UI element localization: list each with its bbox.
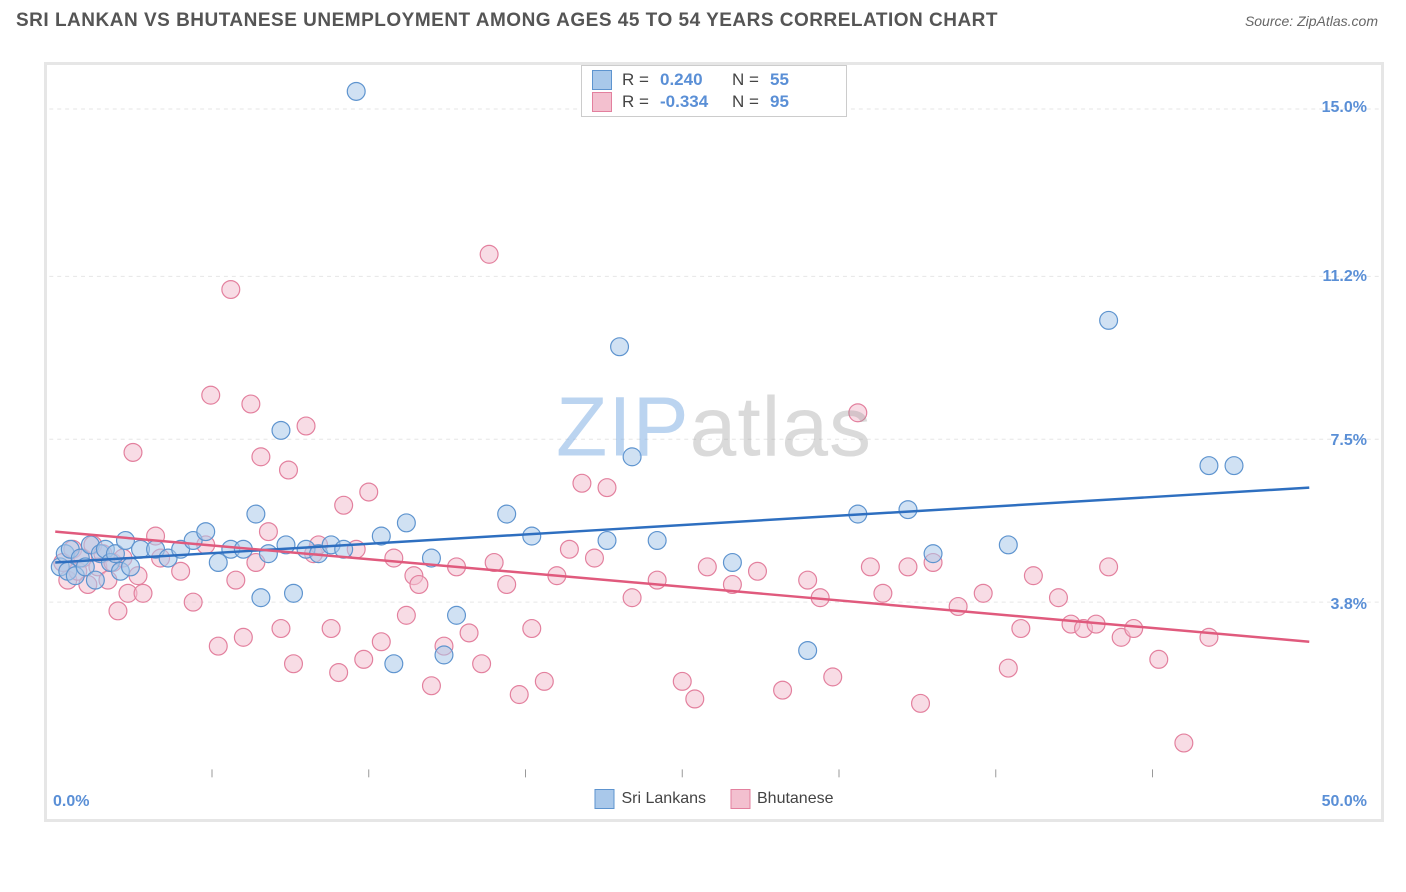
correlation-stats-box: R = 0.240 N = 55 R = -0.334 N = 95 bbox=[581, 65, 847, 117]
y-tick-label: 3.8% bbox=[1331, 596, 1367, 614]
legend-item-bhutanese: Bhutanese bbox=[730, 789, 834, 809]
x-axis-min: 0.0% bbox=[53, 793, 89, 811]
source-attribution: Source: ZipAtlas.com bbox=[1245, 13, 1378, 29]
swatch-bhutanese bbox=[592, 92, 612, 112]
legend-item-sri-lankans: Sri Lankans bbox=[594, 789, 706, 809]
swatch-sri-lankans bbox=[592, 70, 612, 90]
legend-swatch-bhu bbox=[730, 789, 750, 809]
legend-swatch-sri bbox=[594, 789, 614, 809]
stats-row-bhutanese: R = -0.334 N = 95 bbox=[592, 92, 832, 112]
chart-title: SRI LANKAN VS BHUTANESE UNEMPLOYMENT AMO… bbox=[16, 10, 998, 32]
y-tick-label: 7.5% bbox=[1331, 432, 1367, 450]
chart-area: ZIPatlas R = 0.240 N = 55 R = -0.334 N =… bbox=[44, 62, 1384, 822]
scatter-plot-svg bbox=[47, 65, 1381, 819]
legend-label-bhu: Bhutanese bbox=[757, 790, 834, 808]
y-tick-label: 11.2% bbox=[1323, 268, 1367, 286]
r-value-bhu: -0.334 bbox=[660, 92, 722, 112]
n-value-sri: 55 bbox=[770, 70, 832, 90]
legend: Sri Lankans Bhutanese bbox=[594, 789, 833, 809]
y-tick-label: 15.0% bbox=[1322, 99, 1367, 117]
x-axis-max: 50.0% bbox=[1322, 793, 1367, 811]
n-value-bhu: 95 bbox=[770, 92, 832, 112]
r-value-sri: 0.240 bbox=[660, 70, 722, 90]
legend-label-sri: Sri Lankans bbox=[621, 790, 706, 808]
stats-row-sri-lankans: R = 0.240 N = 55 bbox=[592, 70, 832, 90]
